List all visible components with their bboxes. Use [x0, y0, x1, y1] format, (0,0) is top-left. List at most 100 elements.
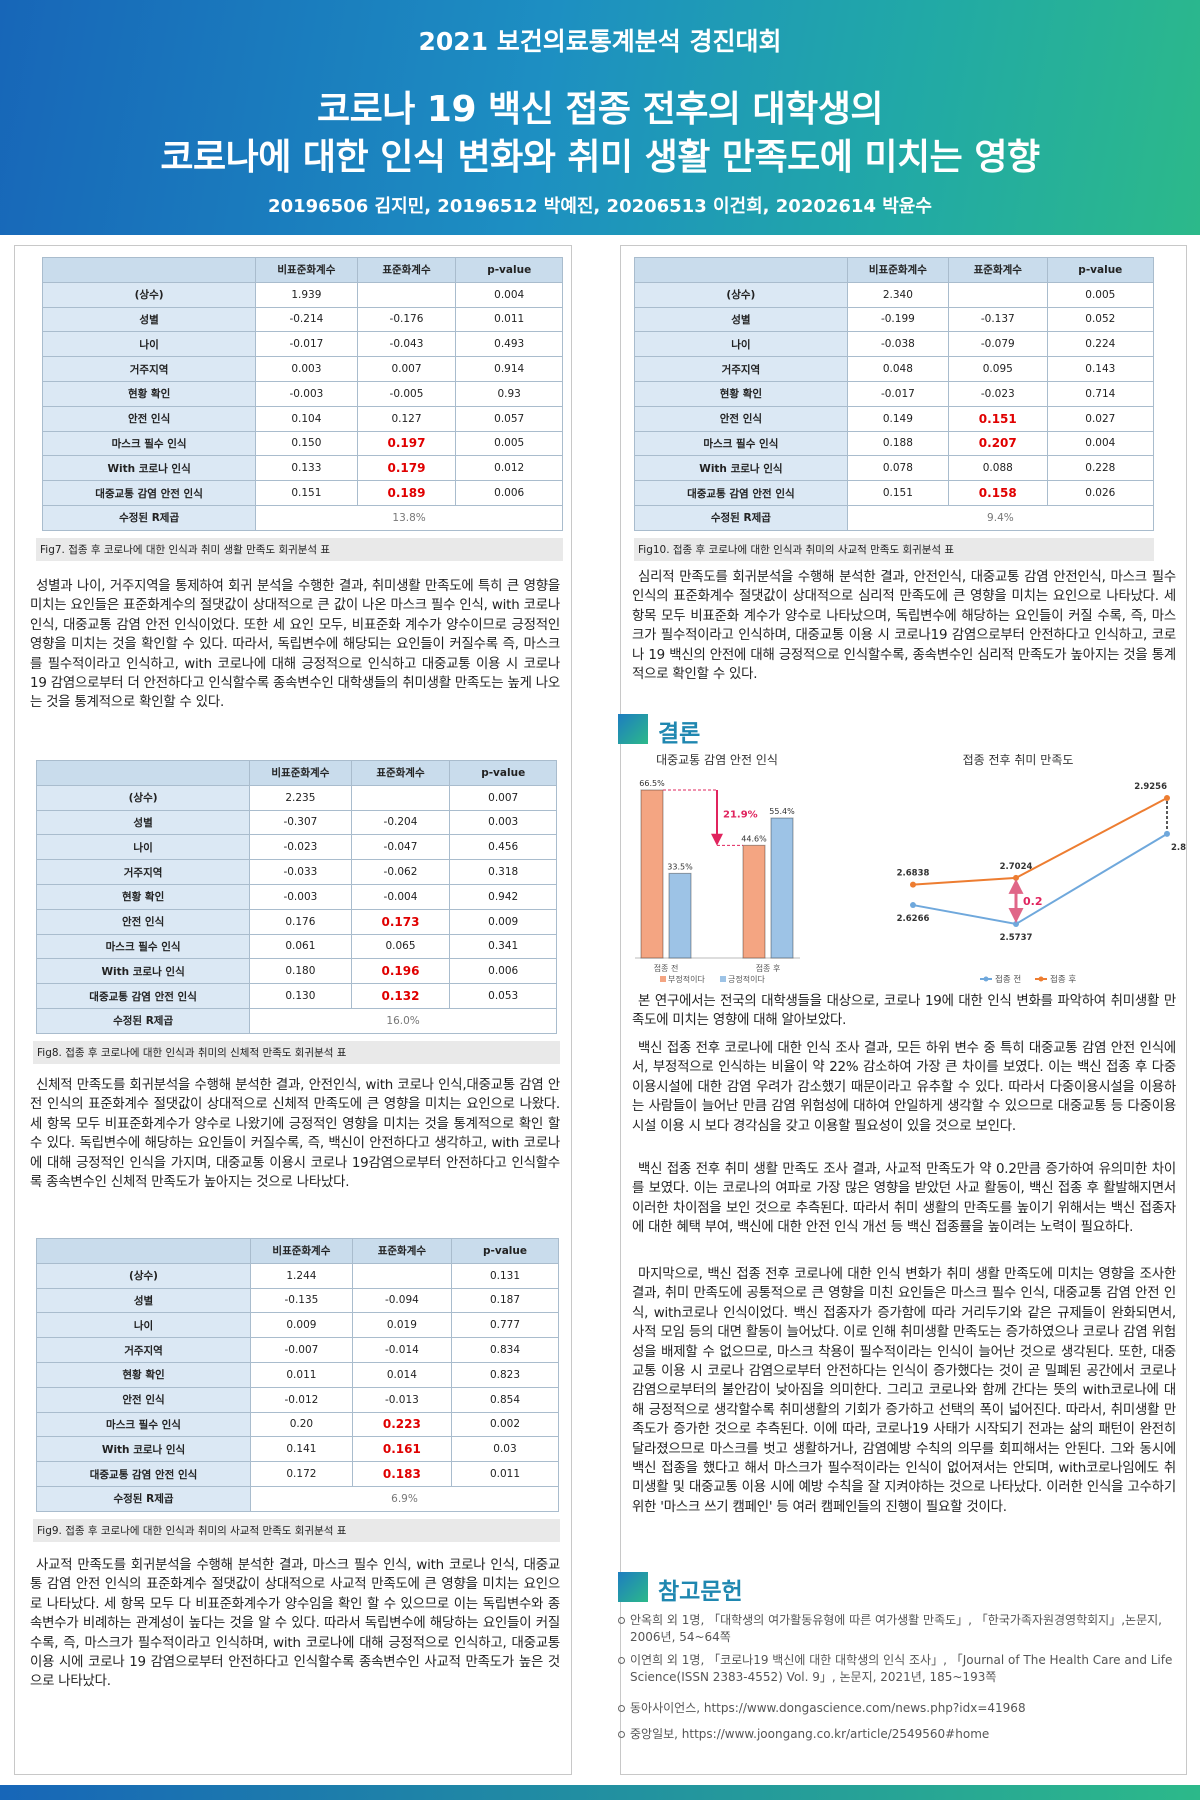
reference: 안옥희 외 1명, 「대학생의 여가활동유형에 따른 여가생활 만족도」, 「한…: [616, 1612, 1176, 1646]
table-cell: 0.150: [255, 430, 358, 457]
table-row: 나이 0.009 0.019 0.777: [35, 1312, 560, 1339]
table-cell: 0.057: [455, 405, 563, 432]
section-icon: [618, 714, 648, 744]
table-cell: 0.003: [255, 356, 358, 382]
table-cell: 0.011: [250, 1361, 353, 1388]
table-cell: 9.4%: [846, 504, 1155, 531]
row-label: 현황 확인: [35, 1361, 252, 1388]
row-label: 현황 확인: [35, 883, 251, 910]
table-caption: Fig9. 접종 후 코로나에 대한 인식과 취미의 사교적 만족도 회귀분석 …: [33, 1519, 560, 1542]
table-row: 현황 확인 0.011 0.014 0.823: [35, 1361, 560, 1388]
table-cell: 0.132: [350, 983, 451, 1009]
table-cell: 0.714: [1046, 380, 1155, 407]
table-cell: 0.834: [450, 1337, 560, 1363]
bar: [668, 872, 692, 959]
table-row: With 코로나 인식 0.141 0.161 0.03: [35, 1436, 560, 1463]
table-row: (상수) 2.235 0.007: [35, 784, 557, 811]
table-cell: 0.026: [1046, 480, 1155, 506]
table-row: 현황 확인 -0.003 -0.004 0.942: [35, 883, 557, 910]
row-label: 성별: [41, 306, 257, 333]
table-cell: 0.493: [455, 331, 563, 358]
table-cell: 0.004: [1046, 430, 1155, 457]
table-row: 대중교통 감염 안전 인식 0.151 0.158 0.026: [634, 480, 1155, 506]
row-label: With 코로나 인식: [35, 1436, 252, 1463]
table-cell: -0.094: [351, 1287, 452, 1314]
header-cell: p-value: [450, 1238, 560, 1264]
chart-title: 접종 전후 취미 만족도: [963, 753, 1074, 767]
bar: [640, 789, 664, 959]
table-cell: 0.183: [351, 1461, 452, 1487]
table-cell: 0.176: [249, 908, 352, 935]
table-row: 대중교통 감염 안전 인식 0.151 0.189 0.006: [41, 480, 563, 506]
table-cell: -0.007: [250, 1337, 353, 1363]
table-cell: 0.854: [450, 1386, 560, 1413]
header-cell: [35, 760, 251, 786]
table-cell: 0.065: [350, 933, 451, 960]
event-title: 2021 보건의료통계분석 경진대회: [418, 27, 782, 56]
table-cell: 0.005: [455, 430, 563, 457]
row-label: 수정된 R제곱: [41, 504, 257, 531]
header: 2021 보건의료통계분석 경진대회 코로나 19 백신 접종 전후의 대학생의…: [0, 0, 1200, 235]
row-label: 수정된 R제곱: [35, 1485, 252, 1512]
table-cell: 0.011: [455, 306, 563, 333]
row-label: 나이: [41, 331, 257, 358]
row-label: 마스크 필수 인식: [35, 933, 251, 960]
table-cell: 0.004: [455, 281, 563, 308]
table-cell: 0.007: [356, 356, 457, 382]
row-label: 마스크 필수 인식: [634, 430, 848, 457]
table-cell: 0.007: [449, 784, 557, 811]
table-cell: 1.939: [255, 281, 358, 308]
table-cell: 0.207: [947, 430, 1048, 457]
data-label: 2.6266: [897, 914, 930, 924]
table-cell: 2.340: [846, 281, 949, 308]
table-row: 안전 인식 0.104 0.127 0.057: [41, 405, 563, 432]
row-label: 수정된 R제곱: [634, 504, 848, 531]
annotation: 21.9%: [723, 810, 758, 821]
table-cell: 6.9%: [250, 1485, 559, 1512]
footer-bar: [0, 1785, 1200, 1800]
table-cell: -0.062: [350, 859, 451, 885]
paragraph: 심리적 만족도를 회귀분석을 수행해 분석한 결과, 안전인식, 대중교통 감염…: [632, 570, 1176, 683]
table-row: 마스크 필수 인식 0.150 0.197 0.005: [41, 430, 563, 457]
table-row: 성별 -0.307 -0.204 0.003: [35, 809, 557, 836]
header-cell: p-value: [1046, 257, 1155, 283]
table-cell: 0.078: [846, 455, 949, 482]
paragraph: 본 연구에서는 전국의 대학생들을 대상으로, 코로나 19에 대한 인식 변화…: [632, 994, 1176, 1029]
table-cell: 0.141: [250, 1436, 353, 1463]
paragraph: 성별과 나이, 거주지역을 통제하여 회귀 분석을 수행한 결과, 취미생활 만…: [30, 579, 560, 711]
table-row: 대중교통 감염 안전 인식 0.172 0.183 0.011: [35, 1461, 560, 1487]
legend-label: 접종 전: [995, 974, 1021, 985]
row-label: 대중교통 감염 안전 인식: [35, 983, 251, 1009]
table-row: 마스크 필수 인식 0.20 0.223 0.002: [35, 1411, 560, 1438]
data-label: 2.9256: [1134, 782, 1167, 792]
table-cell: 0.048: [846, 356, 949, 382]
table-cell: 0.006: [455, 480, 563, 506]
reference-text: 이연희 외 1명, 「코로나19 백신에 대한 대학생의 인식 조사」, 「Jo…: [630, 1653, 1173, 1684]
table-cell: 0.777: [450, 1312, 560, 1339]
table-cell: 0.93: [455, 380, 563, 407]
table-cell: -0.047: [350, 834, 451, 861]
row-label: 나이: [634, 331, 848, 358]
data-label: 44.6%: [741, 834, 767, 843]
header-cell: 표준화계수: [351, 1238, 452, 1264]
header-cell: 표준화계수: [350, 760, 451, 786]
data-label: 2.5737: [1000, 933, 1033, 943]
data-label: 55.4%: [769, 807, 795, 816]
section-icon: [618, 1572, 648, 1602]
table-cell: 0.053: [449, 983, 557, 1009]
legend-dot: [983, 976, 989, 982]
authors: 20196506 김지민, 20196512 박예진, 20206513 이건희…: [268, 196, 932, 217]
table-row: 현황 확인 -0.003 -0.005 0.93: [41, 380, 563, 407]
table-row: 안전 인식 0.149 0.151 0.027: [634, 405, 1155, 432]
table-cell: -0.307: [249, 809, 352, 836]
paragraph: 백신 접종 전후 코로나에 대한 인식 조사 결과, 모든 하위 변수 중 특히…: [632, 1041, 1176, 1134]
point: [1164, 830, 1170, 837]
reference: 중앙일보, https://www.joongang.co.kr/article…: [616, 1726, 1176, 1743]
table-cell: 0.014: [351, 1361, 452, 1388]
table-cell: 0.172: [250, 1461, 353, 1487]
row-label: (상수): [41, 281, 257, 308]
table-cell: 0.009: [449, 908, 557, 935]
table-caption: Fig8. 접종 후 코로나에 대한 인식과 취미의 신체적 만족도 회귀분석 …: [33, 1041, 560, 1064]
regression-table: 비표준화계수 표준화계수 p-value (상수) 1.244 0.131 성별 -0.135…: [35, 1238, 560, 1512]
header-cell: 비표준화계수: [255, 257, 358, 283]
